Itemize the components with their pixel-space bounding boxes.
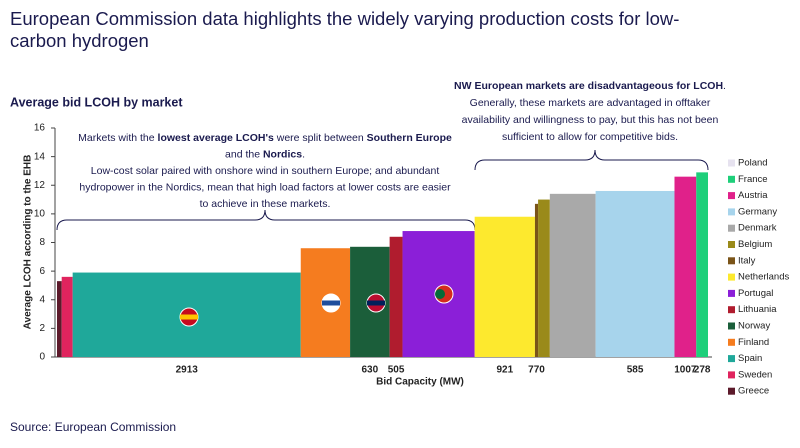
legend-swatch xyxy=(728,192,735,200)
chart-subtitle: Average bid LCOH by market xyxy=(10,95,183,109)
x-tick-label: 630 xyxy=(362,365,379,376)
annotation: and the Nordics. xyxy=(225,148,305,160)
legend-swatch xyxy=(728,159,735,167)
bar xyxy=(549,193,596,357)
annotation-text: availability and willingness to pay, but… xyxy=(462,114,719,126)
legend-swatch xyxy=(728,208,735,216)
bracket xyxy=(474,149,709,171)
legend-label: Italy xyxy=(738,255,756,266)
annotation-text: were split between xyxy=(274,132,367,144)
y-axis-title: Average LCOH according to the EHB xyxy=(23,155,34,330)
annotation-text: Southern Europe xyxy=(367,132,452,144)
x-axis-title: Bid Capacity (MW) xyxy=(376,377,464,388)
legend-swatch xyxy=(728,241,735,248)
legend-label: Finland xyxy=(738,337,769,348)
bar xyxy=(696,172,708,357)
y-tick-label: 4 xyxy=(39,294,45,305)
annotation: sufficient to allow for competitive bids… xyxy=(502,131,678,143)
bar xyxy=(538,199,550,357)
y-tick-label: 0 xyxy=(39,352,45,363)
bar xyxy=(595,190,675,357)
annotation-text: to achieve in these markets. xyxy=(200,198,331,210)
legend-swatch xyxy=(728,273,735,281)
legend-label: Denmark xyxy=(738,223,777,234)
x-tick-label: 2913 xyxy=(176,365,199,376)
annotation: Generally, these markets are advantaged … xyxy=(470,97,711,109)
y-tick-label: 8 xyxy=(39,237,45,248)
annotation-text: Generally, these markets are advantaged … xyxy=(470,97,711,109)
bracket xyxy=(56,209,476,231)
bar xyxy=(534,203,539,357)
legend-label: France xyxy=(738,174,768,185)
annotation-text: Nordics xyxy=(263,148,302,160)
y-tick-label: 2 xyxy=(39,323,45,334)
bar xyxy=(474,216,535,357)
legend-label: Greece xyxy=(738,386,769,397)
annotation-text: and the xyxy=(225,148,263,160)
legend-swatch xyxy=(728,175,735,183)
annotation: to achieve in these markets. xyxy=(200,198,331,210)
flag-icon xyxy=(180,314,198,320)
legend-swatch xyxy=(728,338,735,346)
legend-label: Belgium xyxy=(738,239,772,250)
bar xyxy=(57,281,62,357)
legend-swatch xyxy=(728,387,735,395)
legend-label: Poland xyxy=(738,158,768,169)
legend-swatch xyxy=(728,257,735,265)
y-tick-label: 14 xyxy=(34,151,46,162)
legend-label: Sweden xyxy=(738,369,772,380)
annotation-text: Low-cost solar paired with onshore wind … xyxy=(91,165,440,177)
flag-icon xyxy=(435,289,445,299)
legend-swatch xyxy=(728,306,735,314)
flag-icon xyxy=(367,300,385,306)
legend-label: Lithuania xyxy=(738,304,777,315)
x-tick-label: 278 xyxy=(694,365,711,376)
legend-swatch xyxy=(728,224,735,232)
legend-label: Norway xyxy=(738,321,770,332)
bar xyxy=(389,236,403,357)
legend-label: Germany xyxy=(738,206,777,217)
annotation-text: hydropower in the Nordics, mean that hig… xyxy=(79,181,451,193)
annotation: NW European markets are disadvantageous … xyxy=(454,80,726,92)
legend-swatch xyxy=(728,289,735,297)
annotation-text: Markets with the xyxy=(78,132,157,144)
x-tick-label: 585 xyxy=(627,365,644,376)
annotation-text: NW European markets are disadvantageous … xyxy=(454,80,723,92)
source: Source: European Commission xyxy=(10,420,177,434)
x-tick-label: 1007 xyxy=(674,365,697,376)
bar xyxy=(61,276,73,357)
x-tick-label: 770 xyxy=(528,365,545,376)
x-tick-label: 505 xyxy=(388,365,405,376)
legend-swatch xyxy=(728,371,735,379)
annotation: availability and willingness to pay, but… xyxy=(462,114,719,126)
legend-label: Spain xyxy=(738,353,762,364)
flag-icon xyxy=(322,300,340,306)
legend-label: Portugal xyxy=(738,288,773,299)
y-tick-label: 12 xyxy=(34,180,46,191)
annotation: hydropower in the Nordics, mean that hig… xyxy=(79,181,451,193)
legend-label: Netherlands xyxy=(738,272,789,283)
annotation: Markets with the lowest average LCOH's w… xyxy=(78,132,452,144)
x-tick-label: 921 xyxy=(496,365,513,376)
annotation-text: sufficient to allow for competitive bids… xyxy=(502,131,678,143)
annotation-text: . xyxy=(302,148,305,160)
page-title: European Commission data highlights the … xyxy=(10,8,680,51)
annotation-text: . xyxy=(723,80,726,92)
annotation-text: lowest average LCOH's xyxy=(158,132,274,144)
y-tick-label: 16 xyxy=(34,123,46,134)
legend-swatch xyxy=(728,355,735,363)
legend-label: Austria xyxy=(738,190,768,201)
y-tick-label: 6 xyxy=(39,266,45,277)
annotation: Low-cost solar paired with onshore wind … xyxy=(91,165,440,177)
bar xyxy=(674,176,697,357)
y-tick-label: 10 xyxy=(34,209,46,220)
legend-swatch xyxy=(728,322,735,330)
